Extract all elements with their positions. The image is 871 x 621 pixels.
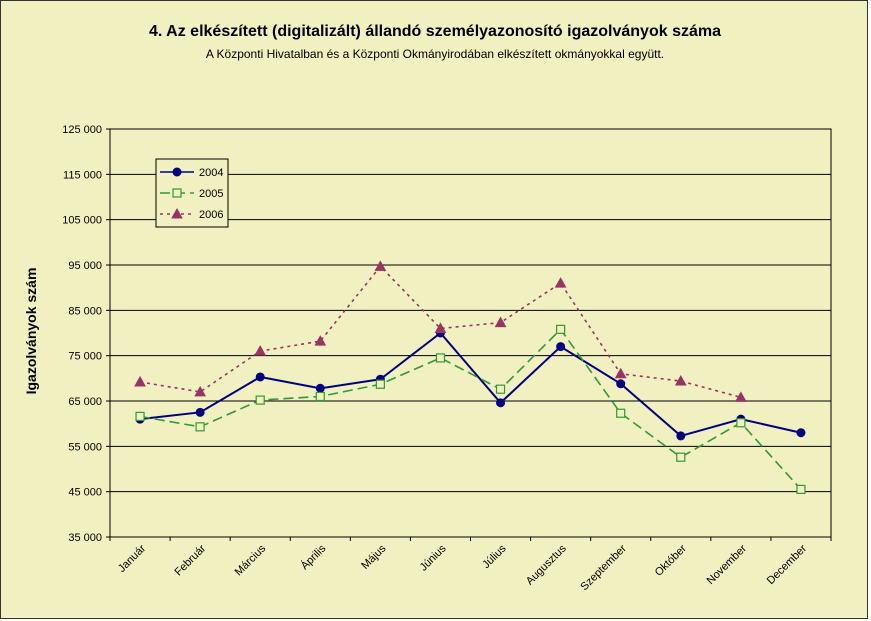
y-tick-label: 105 000 — [62, 215, 102, 227]
x-tick-label: Október — [653, 542, 689, 578]
data-point-2006 — [374, 260, 387, 271]
data-point-2005 — [796, 484, 806, 494]
data-point-2006 — [494, 316, 507, 328]
data-point-2005 — [315, 391, 325, 402]
data-point-2006 — [171, 207, 183, 219]
data-point-2004 — [676, 431, 686, 441]
x-tick-label: Február — [173, 542, 209, 578]
data-point-2005 — [375, 379, 385, 389]
x-tick-label: Szeptember — [578, 542, 629, 593]
data-point-2005 — [195, 422, 205, 432]
y-tick-label: 55 000 — [68, 441, 102, 453]
data-point-2005 — [616, 408, 626, 418]
data-point-2004 — [172, 167, 182, 177]
data-point-2005 — [172, 188, 182, 198]
x-tick-label: December — [765, 542, 810, 587]
legend-label-2005: 2005 — [199, 188, 223, 200]
data-point-2005 — [676, 452, 686, 462]
y-tick-label: 85 000 — [68, 305, 102, 317]
y-tick-label: 65 000 — [68, 396, 102, 408]
y-tick-label: 75 000 — [68, 351, 102, 363]
data-point-2004 — [556, 342, 566, 352]
data-point-2006 — [314, 335, 327, 346]
x-tick-label: Május — [359, 542, 389, 572]
data-point-2004 — [616, 379, 626, 389]
data-point-2004 — [315, 383, 325, 393]
series-line-2005 — [139, 328, 802, 490]
data-point-2004 — [195, 407, 205, 417]
legend-label-2004: 2004 — [199, 167, 223, 179]
data-point-2004 — [496, 398, 506, 408]
data-point-2005 — [495, 384, 506, 394]
data-point-2006 — [735, 391, 747, 402]
data-point-2006 — [554, 277, 567, 288]
data-point-2006 — [254, 345, 267, 356]
legend-label-2006: 2006 — [199, 209, 223, 221]
data-point-2005 — [435, 353, 446, 363]
data-point-2006 — [614, 367, 627, 379]
data-point-2004 — [255, 372, 265, 382]
chart-title: 4. Az elkészített (digitalizált) állandó… — [148, 23, 721, 40]
x-tick-label: Június — [418, 542, 449, 573]
data-point-2005 — [135, 411, 145, 422]
y-tick-label: 95 000 — [68, 260, 102, 272]
series-line-2004 — [139, 331, 802, 438]
data-point-2004 — [796, 428, 806, 438]
data-point-2005 — [556, 324, 566, 334]
series-line-2006 — [139, 265, 742, 399]
y-tick-label: 125 000 — [62, 124, 102, 136]
x-tick-label: Március — [233, 542, 269, 578]
x-tick-label: Április — [298, 542, 329, 573]
data-point-2006 — [194, 385, 206, 397]
plot-area — [109, 128, 832, 538]
x-tick-label: Január — [116, 542, 149, 575]
chart-subtitle: A Központi Hivatalban és a Központi Okmá… — [205, 47, 665, 61]
data-point-2006 — [674, 375, 687, 386]
y-tick-label: 45 000 — [68, 487, 102, 499]
data-point-2005 — [255, 395, 265, 405]
x-tick-label: Július — [480, 542, 509, 571]
data-point-2005 — [736, 418, 746, 428]
y-tick-label: 115 000 — [63, 169, 102, 181]
x-tick-label: November — [705, 542, 750, 587]
y-tick-label: 35 000 — [68, 532, 102, 544]
x-tick-label: Augusztus — [524, 542, 569, 587]
data-point-2006 — [434, 322, 447, 333]
data-point-2006 — [134, 375, 146, 387]
